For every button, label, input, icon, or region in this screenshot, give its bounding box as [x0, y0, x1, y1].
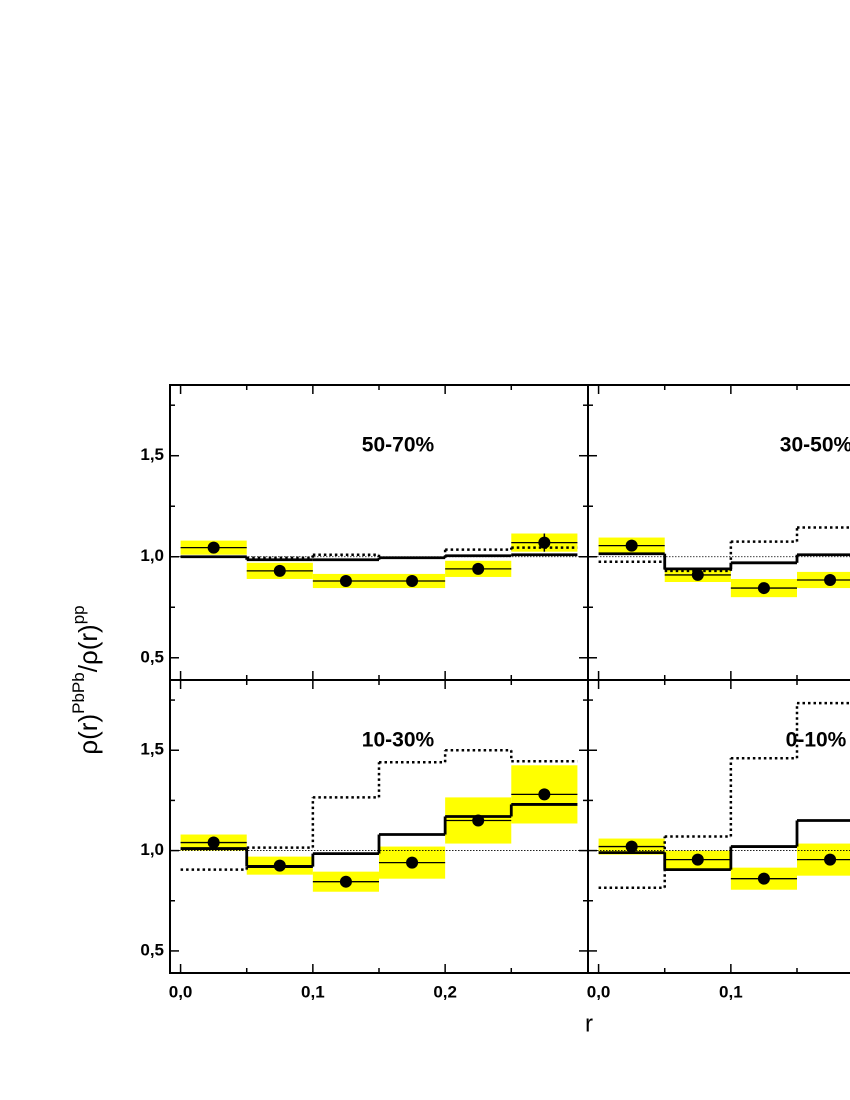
data-point — [538, 788, 551, 801]
panel-frame — [587, 679, 850, 974]
data-point — [472, 562, 485, 575]
data-point — [406, 856, 419, 869]
data-point — [472, 814, 485, 827]
y-tick-label: 0,5 — [140, 647, 164, 666]
x-tick-label: 0,0 — [587, 982, 611, 1001]
data-point — [207, 541, 220, 554]
data-point — [339, 574, 352, 587]
data-point — [406, 574, 419, 587]
y-tick-label: 1,5 — [140, 445, 164, 464]
y-tick-label: 1,5 — [140, 740, 164, 759]
data-point — [339, 875, 352, 888]
y-label-part: /ρ(r) — [73, 624, 103, 672]
x-tick-label: 0,0 — [169, 982, 193, 1001]
y-label-sup: pp — [69, 605, 88, 624]
panel-frame — [587, 384, 850, 681]
data-point — [625, 539, 638, 552]
y-tick-label: 1,0 — [140, 546, 164, 565]
y-label-part: ρ(r) — [73, 714, 103, 755]
panel-title: 30-50% — [780, 434, 850, 457]
panel-title: 0-10% — [786, 729, 847, 752]
x-axis-label: r — [585, 1010, 593, 1037]
y-axis-label: ρ(r)PbPb/ρ(r)pp — [69, 605, 102, 754]
panel-frame — [169, 384, 589, 681]
data-point — [538, 536, 551, 549]
data-point — [824, 853, 837, 866]
data-point — [824, 573, 837, 586]
y-tick-label: 0,5 — [140, 940, 164, 959]
data-point — [757, 582, 770, 595]
data-point — [273, 564, 286, 577]
x-tick-label: 0,2 — [433, 982, 457, 1001]
y-label-sup: PbPb — [69, 672, 88, 714]
data-point — [625, 840, 638, 853]
panel-title: 50-70% — [362, 434, 435, 457]
data-point — [273, 859, 286, 872]
x-tick-label: 0,1 — [719, 982, 743, 1001]
y-tick-label: 1,0 — [140, 840, 164, 859]
data-point — [691, 853, 704, 866]
panel-frame — [169, 679, 589, 974]
panel-title: 10-30% — [362, 729, 435, 752]
x-tick-label: 0,1 — [301, 982, 325, 1001]
data-point — [691, 568, 704, 581]
data-point — [757, 872, 770, 885]
data-point — [207, 836, 220, 849]
